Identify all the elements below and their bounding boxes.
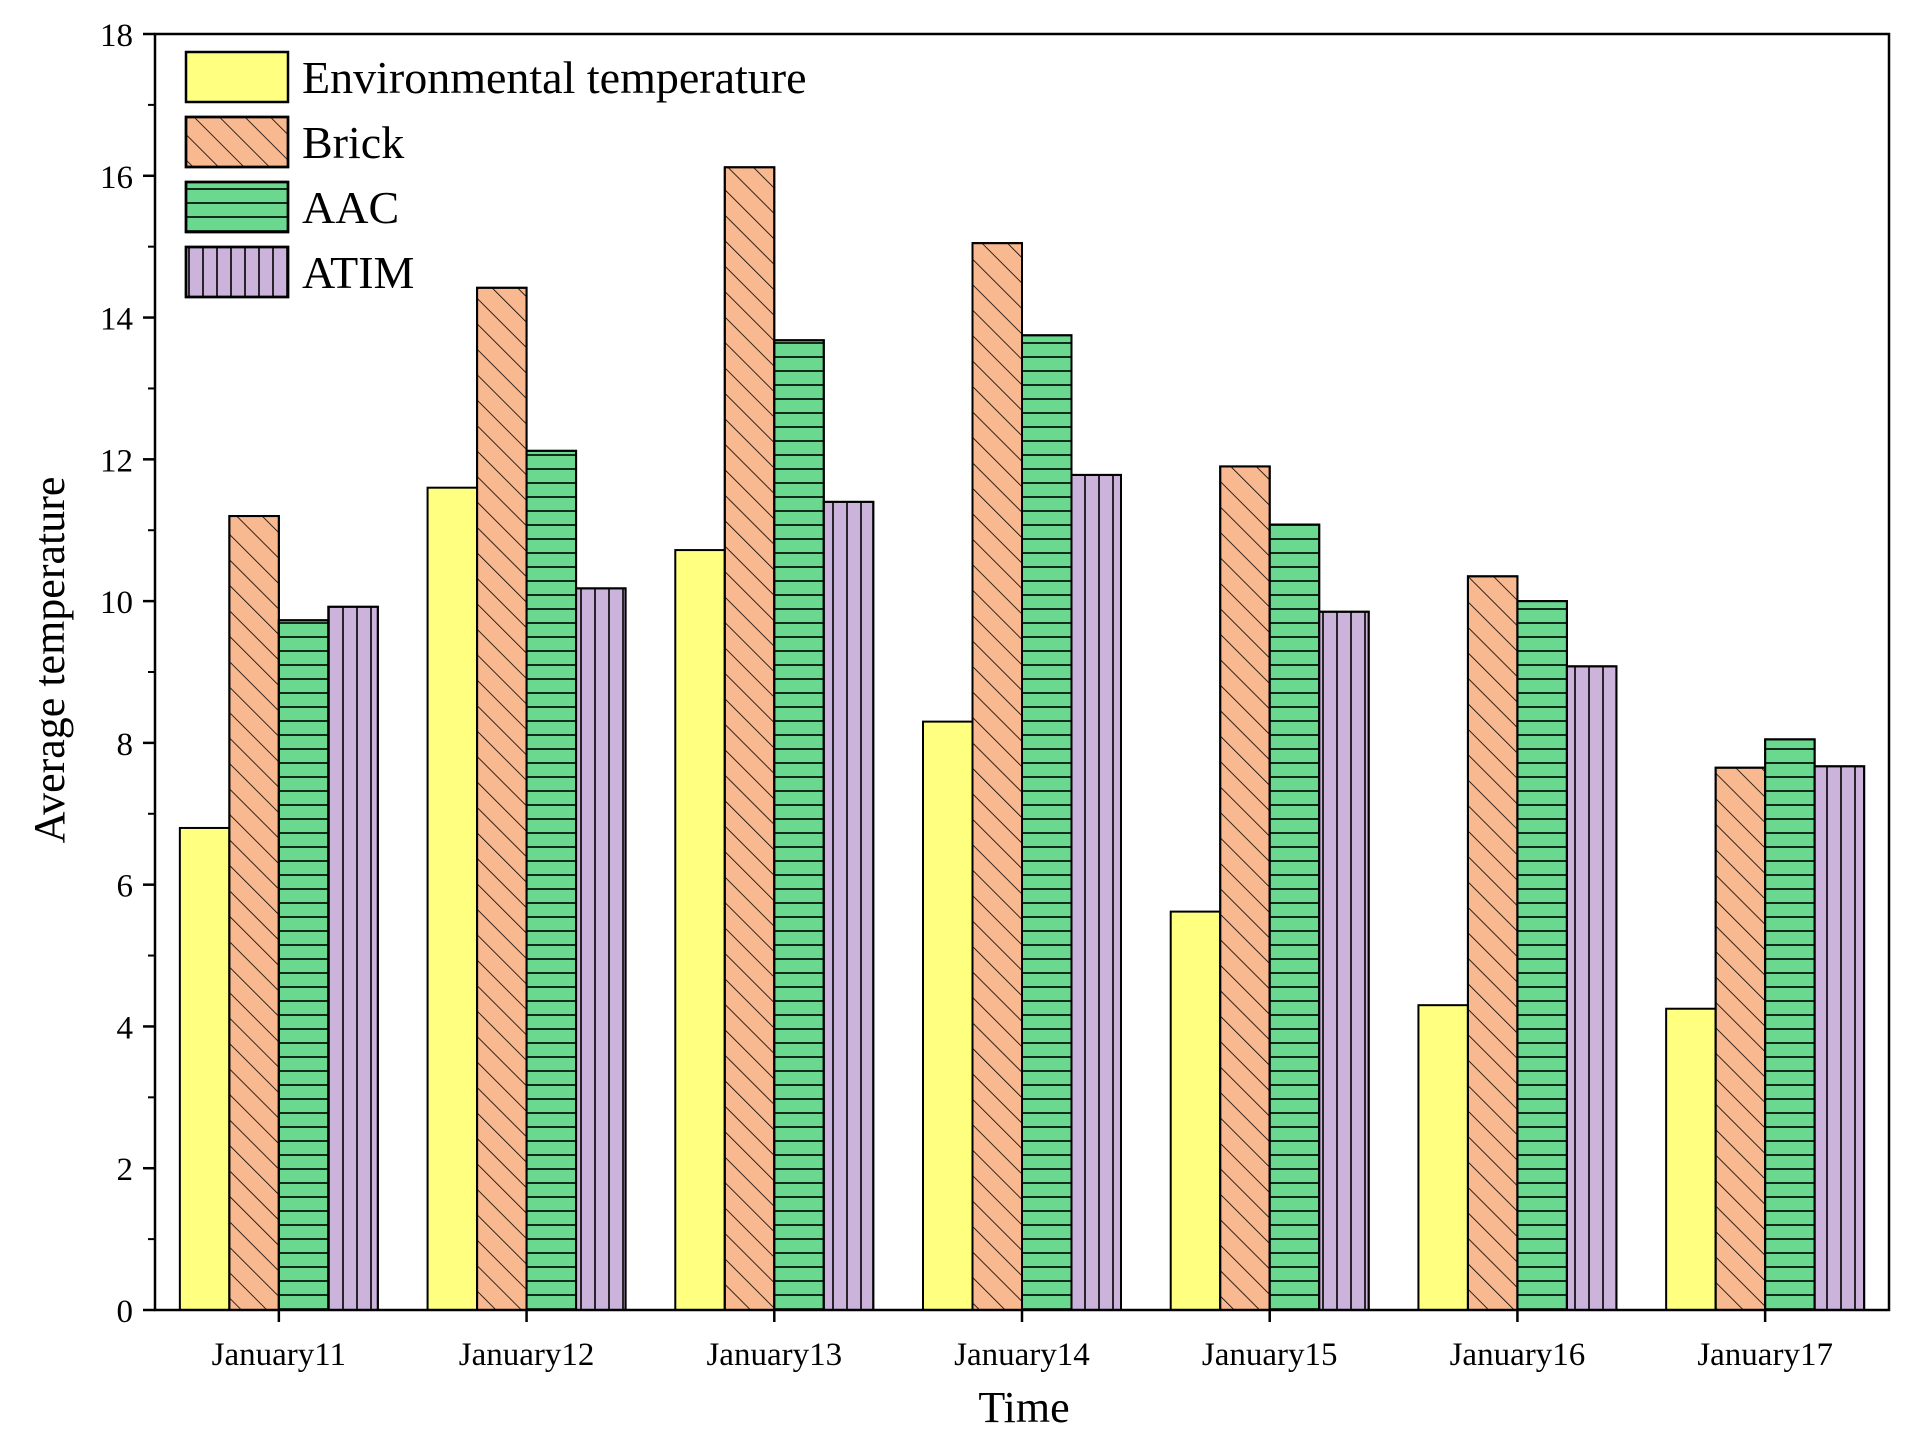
bar-hatch-aac-january11: [277, 619, 330, 1311]
bar-hatch-atim-january14: [1070, 473, 1122, 1311]
axes-layer: January11 January12 January13 January14 Janu…: [100, 18, 1891, 1373]
bar-environmental-temperature-january12: [426, 486, 479, 1311]
bar-hatch-atim-january17: [1813, 765, 1866, 1311]
legend-label-aac: AAC: [302, 182, 399, 233]
y-tick-label: 18: [100, 18, 133, 54]
legend: Environmental temperature Brick AAC ATIM: [184, 50, 807, 299]
bar-hatch-atim-january12: [575, 587, 627, 1311]
bar-hatch-aac-january12: [525, 449, 578, 1311]
x-tick-label: January13: [706, 1337, 842, 1373]
bar-environmental-temperature-january17: [1665, 1007, 1717, 1311]
bar-hatch-atim-january15: [1318, 610, 1370, 1311]
bar-environmental-temperature-january15: [1169, 910, 1222, 1311]
legend-label-brick: Brick: [302, 117, 404, 168]
bar-hatch-brick-january11: [228, 515, 280, 1311]
bar-environmental-temperature-january13: [674, 549, 726, 1311]
bar-hatch-brick-january15: [1219, 465, 1271, 1311]
y-axis-title: Average temperature: [25, 477, 74, 844]
y-tick-label: 8: [117, 727, 134, 763]
y-tick-label: 12: [100, 443, 133, 479]
x-tick-label: January11: [212, 1337, 346, 1373]
bar-environmental-temperature-january14: [922, 720, 974, 1311]
bar-environmental-temperature-january16: [1417, 1004, 1469, 1312]
legend-label-environmental-temperature: Environmental temperature: [302, 52, 807, 103]
x-tick-label: January16: [1450, 1337, 1586, 1373]
x-tick-label: January15: [1202, 1337, 1338, 1373]
bar-hatch-brick-january12: [476, 286, 528, 1311]
bar-hatch-atim-january11: [327, 605, 379, 1311]
bar-hatch-brick-january17: [1714, 766, 1767, 1311]
legend-label-atim: ATIM: [302, 247, 414, 298]
bar-hatch-aac-january13: [773, 339, 825, 1311]
legend-swatch-hatch-atim: [184, 245, 290, 299]
y-tick-label: 16: [100, 160, 133, 196]
y-tick-label: 2: [117, 1152, 134, 1188]
bar-hatch-aac-january15: [1268, 523, 1321, 1311]
legend-swatch-environmental-temperature: [184, 50, 290, 104]
bar-hatch-brick-january16: [1466, 575, 1519, 1311]
bars-layer: [178, 166, 1866, 1312]
y-tick-label: 14: [100, 302, 133, 338]
x-tick-label: January14: [954, 1337, 1090, 1373]
legend-swatch-hatch-aac: [184, 180, 290, 234]
x-tick-label: January17: [1697, 1337, 1833, 1373]
bar-hatch-brick-january13: [723, 166, 776, 1311]
x-axis-title: Time: [978, 1383, 1069, 1432]
y-tick-label: 4: [117, 1010, 134, 1046]
bar-hatch-aac-january16: [1516, 600, 1568, 1311]
y-tick-label: 6: [117, 869, 134, 905]
legend-swatch-hatch-brick: [184, 115, 290, 169]
y-tick-label: 10: [100, 585, 133, 621]
bar-environmental-temperature-january11: [178, 826, 231, 1311]
bar-hatch-atim-january13: [822, 500, 875, 1312]
x-tick-label: January12: [459, 1337, 595, 1373]
bar-hatch-aac-january17: [1764, 738, 1816, 1311]
bar-hatch-aac-january14: [1021, 334, 1073, 1311]
bar-hatch-atim-january16: [1565, 665, 1618, 1311]
y-tick-label: 0: [117, 1294, 134, 1330]
bar-hatch-brick-january14: [971, 242, 1023, 1312]
